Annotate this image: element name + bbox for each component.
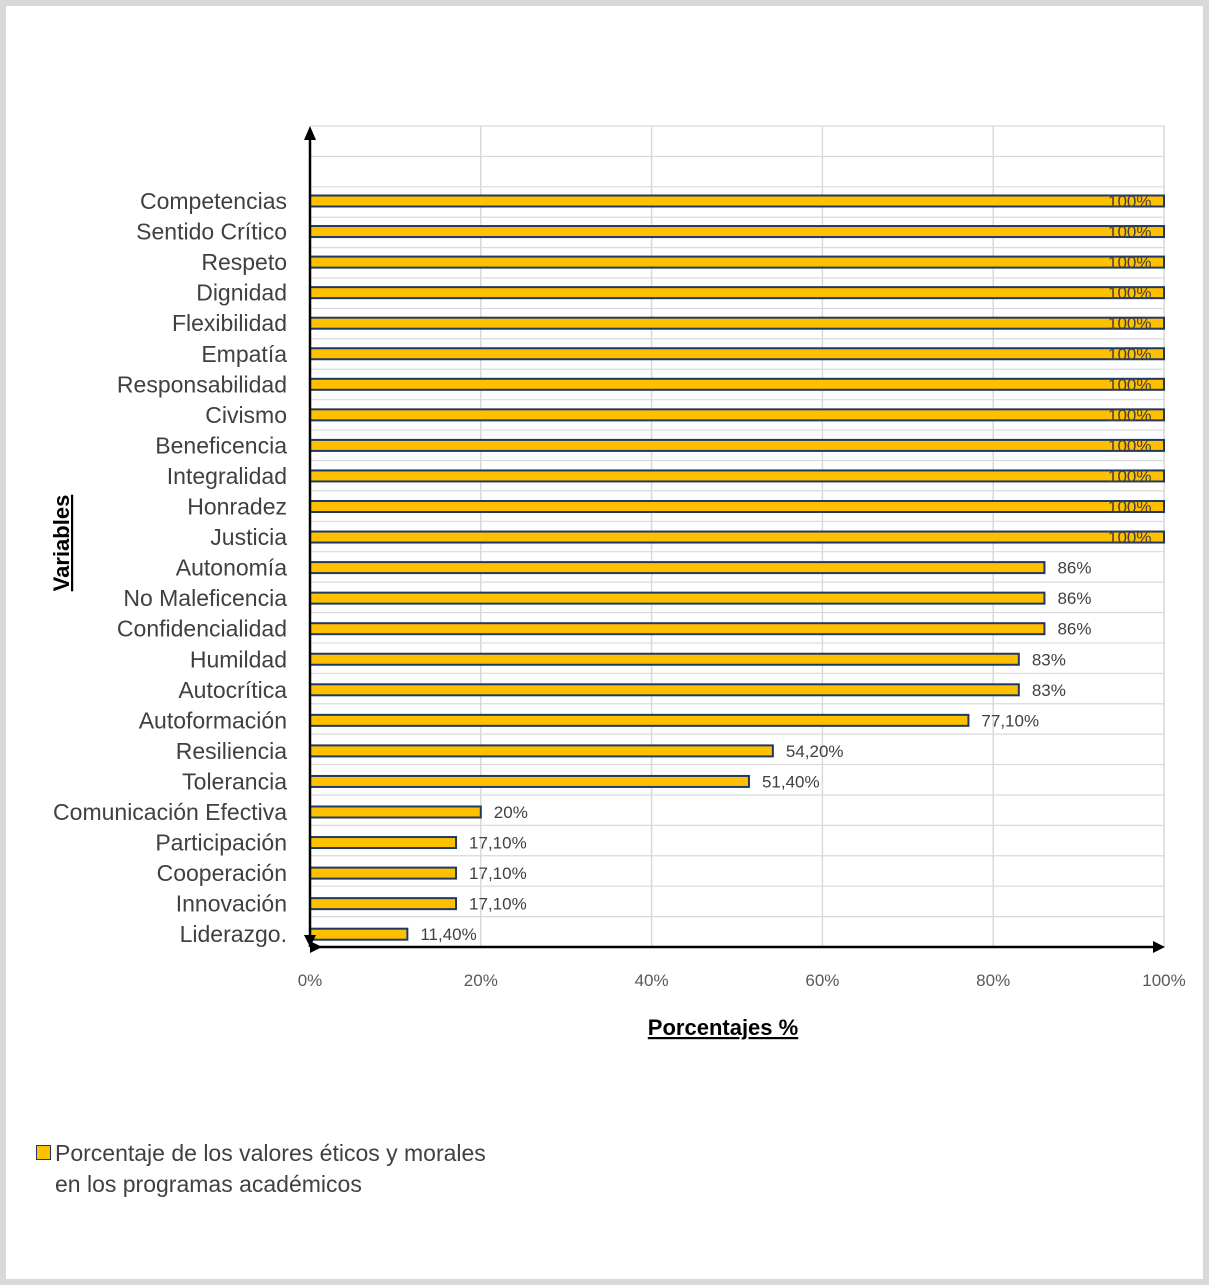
category-label: Integralidad bbox=[167, 463, 287, 489]
bar bbox=[310, 257, 1164, 268]
data-label: 17,10% bbox=[469, 864, 527, 883]
category-label: Flexibilidad bbox=[172, 310, 287, 336]
data-label: 100% bbox=[1108, 192, 1151, 211]
bars bbox=[310, 196, 1164, 940]
category-label: Empatía bbox=[201, 341, 287, 367]
bar bbox=[310, 807, 481, 818]
data-label: 17,10% bbox=[469, 895, 527, 914]
data-label: 100% bbox=[1108, 284, 1151, 303]
data-label: 100% bbox=[1108, 528, 1151, 547]
bar bbox=[310, 837, 456, 848]
bar bbox=[310, 532, 1164, 543]
x-tick-label: 40% bbox=[635, 971, 669, 990]
data-label: 100% bbox=[1108, 436, 1151, 455]
data-label: 86% bbox=[1057, 620, 1091, 639]
bar bbox=[310, 226, 1164, 237]
data-label: 83% bbox=[1032, 681, 1066, 700]
data-label: 51,40% bbox=[762, 772, 820, 791]
chart-frame: Competencias Sentido Crítico Respeto Dignid… bbox=[6, 6, 1203, 1279]
category-label: Innovación bbox=[176, 891, 287, 917]
data-label: 100% bbox=[1108, 498, 1151, 517]
bar bbox=[310, 868, 456, 879]
bar bbox=[310, 684, 1019, 695]
x-tick-label: 20% bbox=[464, 971, 498, 990]
bar bbox=[310, 287, 1164, 298]
data-label: 100% bbox=[1108, 406, 1151, 425]
legend-label-line1: Porcentaje de los valores éticos y moral… bbox=[55, 1140, 486, 1166]
data-label: 100% bbox=[1108, 314, 1151, 333]
category-label: Autonomía bbox=[176, 555, 287, 581]
bar bbox=[310, 348, 1164, 359]
data-label: 11,40% bbox=[420, 925, 476, 944]
bar bbox=[310, 440, 1164, 451]
category-label: Confidencialidad bbox=[117, 616, 287, 642]
legend-label-line2: en los programas académicos bbox=[55, 1171, 362, 1197]
bar bbox=[310, 470, 1164, 481]
category-label: Comunicación Efectiva bbox=[53, 799, 287, 825]
bar bbox=[310, 745, 773, 756]
category-label: Humildad bbox=[190, 646, 287, 672]
x-tick-label: 0% bbox=[298, 971, 323, 990]
x-tick-labels: 0% 20% 40% 60% 80% 100% bbox=[298, 971, 1186, 990]
category-label: Cooperación bbox=[157, 860, 287, 886]
category-label: Beneficencia bbox=[155, 432, 287, 458]
data-label: 86% bbox=[1057, 559, 1091, 578]
bar bbox=[310, 898, 456, 909]
category-label: Competencias bbox=[140, 188, 287, 214]
bar bbox=[310, 623, 1044, 634]
bar bbox=[310, 501, 1164, 512]
bar bbox=[310, 776, 749, 787]
category-label: Resiliencia bbox=[176, 738, 287, 764]
bar-chart: Competencias Sentido Crítico Respeto Dignid… bbox=[6, 6, 1203, 1279]
y-axis-arrow-top bbox=[304, 126, 316, 140]
category-label: Autoformación bbox=[139, 707, 287, 733]
bar bbox=[310, 929, 407, 940]
data-label: 100% bbox=[1108, 345, 1151, 364]
category-label: Participación bbox=[155, 830, 287, 856]
data-label: 86% bbox=[1057, 589, 1091, 608]
category-label: Justicia bbox=[210, 524, 287, 550]
data-label: 20% bbox=[494, 803, 528, 822]
category-label: No Maleficencia bbox=[123, 585, 287, 611]
category-label: Liderazgo. bbox=[180, 921, 287, 947]
x-tick-label: 100% bbox=[1142, 971, 1185, 990]
data-label: 100% bbox=[1108, 375, 1151, 394]
x-axis-title: Porcentajes % bbox=[648, 1015, 798, 1040]
category-label: Respeto bbox=[201, 249, 287, 275]
y-axis-title: Variables bbox=[49, 495, 74, 592]
data-label: 77,10% bbox=[981, 711, 1039, 730]
bar bbox=[310, 715, 968, 726]
category-label: Civismo bbox=[205, 402, 287, 428]
bar bbox=[310, 318, 1164, 329]
category-label: Honradez bbox=[187, 494, 287, 520]
bar bbox=[310, 409, 1164, 420]
category-label: Sentido Crítico bbox=[136, 219, 287, 245]
data-label: 54,20% bbox=[786, 742, 844, 761]
data-label: 100% bbox=[1108, 467, 1151, 486]
category-label: Tolerancia bbox=[182, 768, 287, 794]
bar bbox=[310, 196, 1164, 207]
data-label: 17,10% bbox=[469, 834, 527, 853]
legend: Porcentaje de los valores éticos y moral… bbox=[36, 1138, 486, 1200]
bar bbox=[310, 379, 1164, 390]
data-label: 83% bbox=[1032, 650, 1066, 669]
bar bbox=[310, 562, 1044, 573]
category-label: Autocrítica bbox=[178, 677, 287, 703]
bar bbox=[310, 593, 1044, 604]
x-axis-arrow-right bbox=[1153, 941, 1165, 953]
legend-swatch bbox=[36, 1145, 51, 1160]
bar bbox=[310, 654, 1019, 665]
x-tick-label: 60% bbox=[805, 971, 839, 990]
category-label: Responsabilidad bbox=[117, 371, 287, 397]
x-tick-label: 80% bbox=[976, 971, 1010, 990]
category-label: Dignidad bbox=[196, 280, 287, 306]
data-label: 100% bbox=[1108, 223, 1151, 242]
data-label: 100% bbox=[1108, 253, 1151, 272]
category-labels: Competencias Sentido Crítico Respeto Dignid… bbox=[53, 188, 287, 947]
